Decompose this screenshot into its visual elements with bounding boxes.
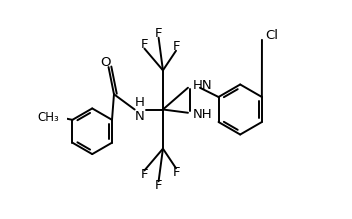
Text: F: F: [141, 38, 148, 51]
Text: F: F: [172, 166, 180, 179]
Text: F: F: [155, 179, 162, 192]
Text: NH: NH: [192, 108, 212, 122]
Text: HN: HN: [192, 79, 212, 92]
Text: CH₃: CH₃: [37, 111, 59, 124]
Text: F: F: [172, 40, 180, 53]
Text: O: O: [100, 56, 111, 69]
Text: Cl: Cl: [265, 29, 278, 42]
Text: F: F: [155, 27, 162, 40]
Text: H
N: H N: [135, 95, 145, 124]
Text: F: F: [141, 168, 148, 181]
